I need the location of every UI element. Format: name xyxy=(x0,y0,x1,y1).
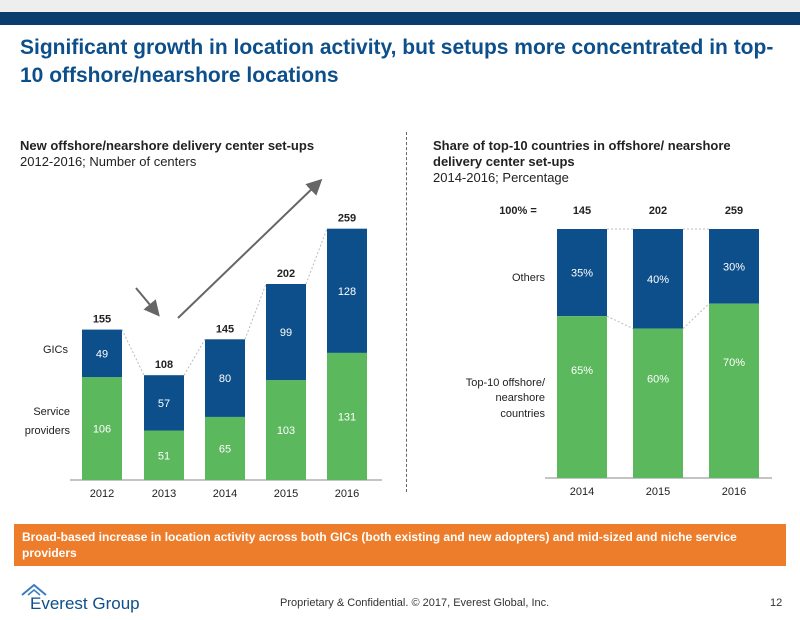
footer-copyright: Proprietary & Confidential. © 2017, Ever… xyxy=(280,597,550,609)
bar-service-providers-2015 xyxy=(266,380,306,480)
top-bar-light xyxy=(0,0,800,12)
total-label: 100% = xyxy=(499,205,537,217)
label-gics-2013: 57 xyxy=(158,398,170,410)
right-chart-subtitle: 2014-2016; Percentage xyxy=(433,170,569,185)
bar-gics-2013 xyxy=(144,375,184,431)
bar-gics-2014 xyxy=(205,339,245,417)
label-total-2013: 108 xyxy=(155,359,173,371)
legend-top10-line1: Top-10 offshore/ xyxy=(466,377,546,389)
decline-arrow xyxy=(135,287,160,317)
label-gics-2016: 128 xyxy=(338,286,356,298)
footer-brand: Everest Group xyxy=(30,594,140,613)
legend-others: Others xyxy=(512,272,546,284)
label-service-providers-2013: 51 xyxy=(158,450,170,462)
right-total-2014: 145 xyxy=(573,205,591,217)
left-chart-subtitle: 2012-2016; Number of centers xyxy=(20,154,197,169)
left-chart-title: New offshore/nearshore delivery center s… xyxy=(20,138,315,153)
legend-top10-line3: countries xyxy=(500,408,545,420)
bar-others-2015 xyxy=(633,229,683,329)
connector-0 xyxy=(121,329,145,376)
label-top10-2015: 60% xyxy=(647,373,669,385)
bar-service-providers-2012 xyxy=(82,377,122,480)
label-others-2016: 30% xyxy=(723,261,745,273)
bar-gics-2015 xyxy=(266,283,306,381)
x-tick-2016: 2016 xyxy=(335,488,359,500)
left-chart-heading: New offshore/nearshore delivery center s… xyxy=(20,138,380,170)
legend-gics: GICs xyxy=(43,344,69,356)
slide-title: Significant growth in location activity,… xyxy=(20,36,774,87)
label-gics-2012: 49 xyxy=(96,348,108,360)
top-bar-dark xyxy=(0,12,800,25)
label-top10-2014: 65% xyxy=(571,365,593,377)
label-others-2014: 35% xyxy=(571,268,593,280)
right-total-2015: 202 xyxy=(649,205,667,217)
label-service-providers-2012: 106 xyxy=(93,424,111,436)
x-tick-2013: 2013 xyxy=(152,488,176,500)
label-gics-2014: 80 xyxy=(219,373,231,385)
x-tick-2014: 2014 xyxy=(213,488,237,500)
takeaway-banner: Broad-based increase in location activit… xyxy=(14,524,786,566)
bar-others-2016 xyxy=(709,229,759,304)
right-chart-heading: Share of top-10 countries in offshore/ n… xyxy=(433,138,763,186)
connector-1 xyxy=(183,339,206,376)
x-tick-2015: 2015 xyxy=(274,488,298,500)
right-chart-title: Share of top-10 countries in offshore/ n… xyxy=(433,138,731,169)
bar-others-2014 xyxy=(557,229,607,317)
bar-gics-2016 xyxy=(327,228,367,353)
label-service-providers-2015: 103 xyxy=(277,425,295,437)
legend-service-line1: Service xyxy=(33,406,70,418)
right-total-2016: 259 xyxy=(725,205,743,217)
label-service-providers-2014: 65 xyxy=(219,443,231,455)
label-total-2015: 202 xyxy=(277,268,295,280)
bar-service-providers-2016 xyxy=(327,352,367,480)
page-number: 12 xyxy=(770,597,783,609)
legend-top10-line2: nearshore xyxy=(495,392,545,404)
label-gics-2015: 99 xyxy=(280,327,292,339)
bar-top10-2014 xyxy=(557,316,607,478)
right-x-tick-2015: 2015 xyxy=(646,486,670,498)
label-top10-2016: 70% xyxy=(723,357,745,369)
right-connector-split-0 xyxy=(606,315,634,330)
connector-3 xyxy=(305,228,328,285)
label-total-2016: 259 xyxy=(338,213,356,225)
bar-service-providers-2013 xyxy=(144,430,184,480)
label-others-2015: 40% xyxy=(647,274,669,286)
label-total-2014: 145 xyxy=(216,323,234,335)
bar-top10-2015 xyxy=(633,328,683,478)
bar-top10-2016 xyxy=(709,303,759,478)
label-service-providers-2016: 131 xyxy=(338,411,356,423)
right-x-tick-2016: 2016 xyxy=(722,486,746,498)
legend-service-line2: providers xyxy=(25,425,71,437)
label-total-2012: 155 xyxy=(93,314,111,326)
x-tick-2012: 2012 xyxy=(90,488,114,500)
right-x-tick-2014: 2014 xyxy=(570,486,594,498)
connector-2 xyxy=(244,283,267,340)
bar-gics-2012 xyxy=(82,329,122,378)
right-connector-split-1 xyxy=(682,303,710,329)
everest-logo-icon xyxy=(21,583,47,596)
chart-divider xyxy=(406,132,407,492)
growth-arrow xyxy=(177,178,323,319)
bar-service-providers-2014 xyxy=(205,416,245,480)
